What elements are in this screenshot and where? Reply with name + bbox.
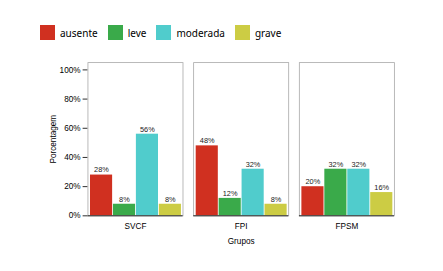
svg-text:20%: 20% (64, 182, 80, 191)
svg-text:40%: 40% (64, 153, 80, 162)
svg-text:100%: 100% (60, 66, 81, 75)
svg-text:FPSM: FPSM (335, 222, 358, 231)
svg-text:80%: 80% (64, 95, 80, 104)
svg-text:8%: 8% (119, 195, 130, 204)
svg-text:32%: 32% (328, 160, 343, 169)
svg-text:8%: 8% (271, 195, 282, 204)
svg-text:56%: 56% (140, 125, 155, 134)
svg-text:32%: 32% (246, 160, 261, 169)
svg-text:0%: 0% (69, 211, 81, 220)
svg-text:20%: 20% (305, 177, 320, 186)
svg-text:FPI: FPI (235, 222, 248, 231)
html-text:moderada: moderada (176, 25, 225, 40)
svg-text:SVCF: SVCF (125, 222, 147, 231)
html-text:grave: grave (254, 25, 282, 40)
html-text:ausente: ausente (60, 25, 98, 40)
html-text:leve: leve (127, 25, 147, 40)
svg-text:28%: 28% (94, 165, 109, 174)
svg-text:Grupos: Grupos (228, 237, 255, 246)
svg-text:16%: 16% (374, 183, 389, 192)
svg-text:Porcentagem: Porcentagem (49, 115, 58, 164)
svg-text:32%: 32% (351, 160, 366, 169)
svg-text:12%: 12% (223, 189, 238, 198)
svg-text:8%: 8% (165, 195, 176, 204)
svg-text:60%: 60% (64, 124, 80, 133)
svg-text:48%: 48% (200, 136, 215, 145)
